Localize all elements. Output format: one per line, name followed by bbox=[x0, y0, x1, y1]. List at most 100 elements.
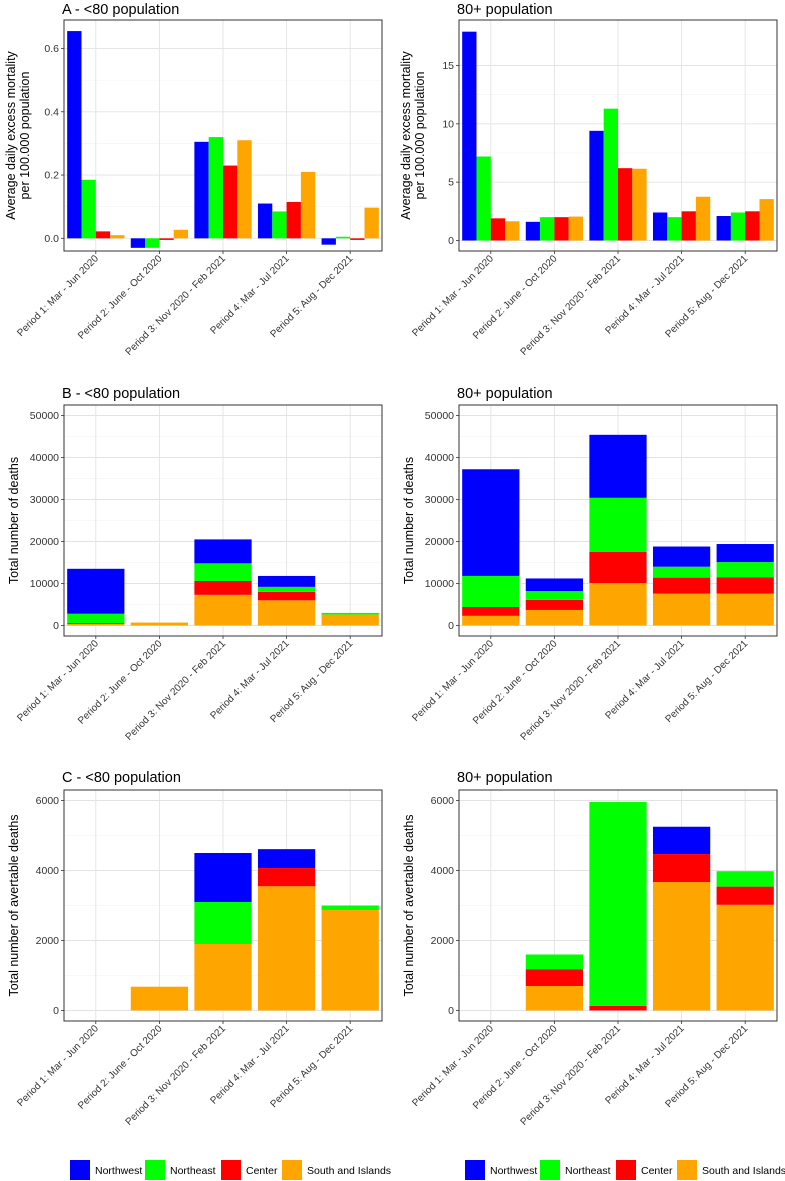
bar-center bbox=[95, 231, 111, 239]
legend-left: Northwest Northeast Center South and Island… bbox=[70, 1160, 391, 1180]
bar-segment-northeast bbox=[462, 575, 520, 608]
y-tick-label: 0 bbox=[448, 620, 454, 632]
x-tick-label: Period 3: Nov 2020 - Feb 2021 bbox=[124, 253, 229, 358]
bar-center bbox=[745, 211, 760, 241]
y-tick-label: 0.6 bbox=[44, 43, 59, 55]
bar-center bbox=[159, 238, 174, 240]
bar-segment-center bbox=[589, 1005, 647, 1011]
legend-label-center: Center bbox=[246, 1165, 278, 1177]
bar-northeast bbox=[603, 108, 618, 241]
bar-northwest bbox=[194, 141, 209, 239]
bar-segment-northwest bbox=[194, 853, 252, 902]
bar-south-and-islands bbox=[237, 140, 252, 239]
bar-northwest bbox=[67, 31, 82, 239]
y-tick-label: 0 bbox=[448, 235, 454, 247]
legend-key-northeast bbox=[540, 1160, 560, 1180]
legend-label-south-and-islands: South and Islands bbox=[702, 1165, 785, 1177]
y-axis-label: Average daily excess mortalityper 100.00… bbox=[399, 50, 427, 219]
y-tick-label: 4000 bbox=[431, 865, 455, 877]
bar-segment-center bbox=[194, 580, 252, 595]
bar-northeast bbox=[81, 179, 96, 239]
bar-northwest bbox=[321, 238, 336, 245]
bar-segment-northeast bbox=[194, 563, 252, 581]
bar-segment-center bbox=[462, 607, 520, 616]
bar-northwest bbox=[589, 130, 604, 241]
legend-key-center bbox=[616, 1160, 636, 1180]
chart-title: A - <80 population bbox=[62, 2, 179, 18]
y-tick-label: 0.2 bbox=[44, 170, 59, 182]
bar-segment-northeast bbox=[525, 591, 584, 600]
bar-south-and-islands bbox=[110, 235, 125, 239]
bar-segment-northeast bbox=[716, 562, 774, 578]
legend-label-northwest: Northwest bbox=[95, 1165, 142, 1177]
chart-title: 80+ population bbox=[457, 2, 553, 18]
bar-segment-northwest bbox=[194, 539, 252, 564]
y-tick-label: 0 bbox=[448, 1005, 454, 1017]
bar-segment-south-and-islands bbox=[257, 886, 316, 1011]
y-tick-label: 6000 bbox=[36, 795, 60, 807]
bar-segment-south-and-islands bbox=[652, 882, 711, 1011]
bar-northwest bbox=[652, 212, 668, 241]
bar-south-and-islands bbox=[364, 207, 379, 239]
bar-segment-south-and-islands bbox=[130, 622, 189, 626]
bar-center bbox=[681, 211, 696, 241]
y-axis-label: Total number of avertable deaths bbox=[7, 814, 21, 996]
y-tick-label: 4000 bbox=[36, 865, 60, 877]
bar-segment-northeast bbox=[589, 801, 647, 1006]
x-tick-label: Period 3: Nov 2020 - Feb 2021 bbox=[519, 253, 624, 358]
bar-segment-south-and-islands bbox=[194, 594, 252, 626]
bar-segment-south-and-islands bbox=[462, 615, 520, 626]
bar-segment-center bbox=[525, 599, 584, 610]
bar-center bbox=[490, 218, 506, 241]
bar-segment-northwest bbox=[716, 544, 774, 563]
bar-center bbox=[554, 217, 569, 241]
legend-key-south-and-islands bbox=[282, 1160, 302, 1180]
bar-northwest bbox=[462, 31, 477, 241]
bar-segment-south-and-islands bbox=[321, 910, 379, 1011]
bar-center bbox=[223, 165, 238, 239]
bar-south-and-islands bbox=[759, 199, 774, 241]
bar-segment-center bbox=[525, 969, 584, 986]
bar-northwest bbox=[130, 238, 146, 248]
y-tick-label: 50000 bbox=[425, 410, 454, 422]
x-tick-label: Period 3: Nov 2020 - Feb 2021 bbox=[124, 1023, 229, 1128]
bar-segment-center bbox=[67, 622, 125, 624]
bar-northeast bbox=[476, 156, 491, 241]
y-tick-label: 10000 bbox=[30, 578, 59, 590]
bar-segment-northeast bbox=[67, 613, 125, 623]
y-tick-label: 40000 bbox=[30, 452, 59, 464]
y-axis-label: Total number of avertable deaths bbox=[402, 814, 416, 996]
bar-segment-south-and-islands bbox=[716, 904, 774, 1011]
y-tick-label: 0 bbox=[53, 620, 59, 632]
y-tick-label: 2000 bbox=[431, 935, 455, 947]
x-tick-label: Period 3: Nov 2020 - Feb 2021 bbox=[519, 638, 624, 743]
legend-label-south-and-islands: South and Islands bbox=[307, 1165, 391, 1177]
x-tick-label: Period 3: Nov 2020 - Feb 2021 bbox=[519, 1023, 624, 1128]
y-tick-label: 0.0 bbox=[44, 233, 59, 245]
bar-segment-south-and-islands bbox=[257, 600, 316, 626]
bar-segment-northwest bbox=[67, 568, 125, 614]
bar-segment-northeast bbox=[321, 612, 379, 615]
y-tick-label: 50000 bbox=[30, 410, 59, 422]
legend-key-northwest bbox=[465, 1160, 485, 1180]
bar-segment-south-and-islands bbox=[652, 593, 711, 626]
bar-segment-northeast bbox=[716, 871, 774, 887]
bar-south-and-islands bbox=[173, 229, 189, 239]
bar-center bbox=[350, 238, 365, 240]
bar-segment-northeast bbox=[652, 566, 711, 578]
chart-title: C - <80 population bbox=[62, 770, 181, 786]
bar-segment-south-and-islands bbox=[525, 609, 584, 626]
bar-segment-northwest bbox=[462, 469, 520, 576]
bar-segment-northeast bbox=[257, 586, 316, 592]
bar-segment-center bbox=[716, 886, 774, 905]
bar-segment-northeast bbox=[589, 497, 647, 552]
legend-key-northeast bbox=[145, 1160, 165, 1180]
bar-northwest bbox=[257, 203, 273, 239]
bar-segment-south-and-islands bbox=[589, 583, 647, 626]
bar-northwest bbox=[716, 216, 731, 241]
y-tick-label: 40000 bbox=[425, 452, 454, 464]
bar-south-and-islands bbox=[632, 168, 647, 241]
